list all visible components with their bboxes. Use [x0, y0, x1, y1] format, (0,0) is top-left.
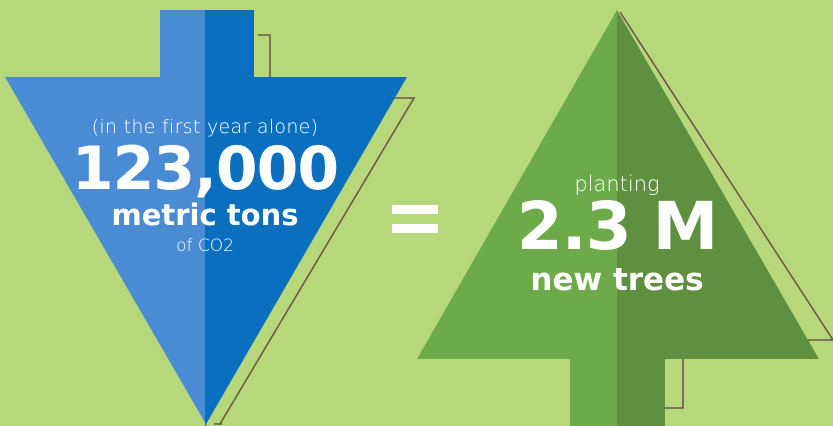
- tree-arrow-dark-half: [617, 10, 819, 426]
- co2-unit: metric tons: [111, 198, 299, 232]
- co2-suffix: of CO2: [176, 236, 234, 256]
- co2-value: 123,000: [71, 134, 339, 204]
- co2-period-label: (in the first year alone): [91, 116, 319, 138]
- trees-prefix: planting: [574, 172, 660, 196]
- trees-value: 2.3 M: [516, 188, 719, 265]
- down-arrow-dark-half: [205, 10, 407, 426]
- equals-icon: [392, 205, 438, 233]
- tree-arrow-icon: [417, 10, 617, 426]
- trees-unit: new trees: [530, 262, 704, 298]
- down-arrow-icon: [5, 10, 207, 426]
